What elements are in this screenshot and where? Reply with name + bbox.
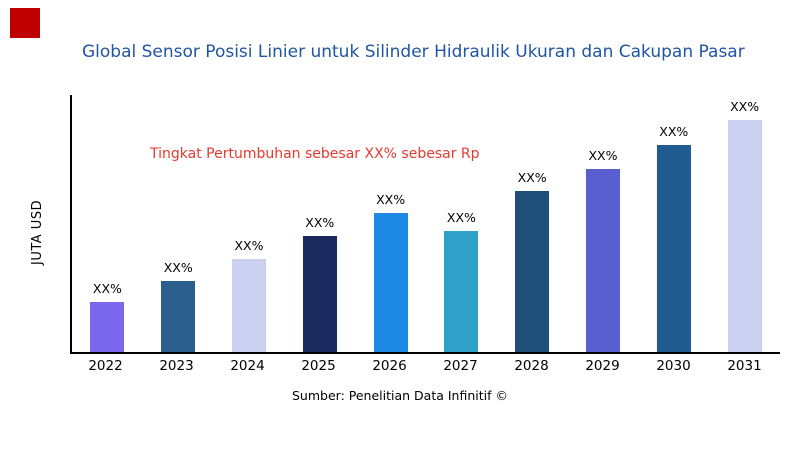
bar-value-label-2029: XX% [588, 148, 618, 163]
bar-2025 [302, 236, 337, 352]
bar-value-label-2024: XX% [234, 238, 264, 253]
bar-group-2022: XX% [72, 281, 143, 352]
brand-logo [10, 8, 40, 38]
x-tick-2022: 2022 [88, 358, 123, 374]
y-axis-label: JUTA USD [30, 199, 45, 265]
bar-value-label-2031: XX% [730, 99, 760, 114]
source-caption: Sumber: Penelitian Data Infinitif © [292, 388, 508, 403]
bar-value-label-2026: XX% [376, 192, 406, 207]
x-tick-2025: 2025 [301, 358, 336, 374]
bar-group-2024: XX% [214, 238, 285, 352]
bar-group-2023: XX% [143, 260, 214, 352]
bar-value-label-2022: XX% [92, 281, 122, 296]
page-title: Global Sensor Posisi Linier untuk Silind… [82, 42, 745, 62]
x-tick-2027: 2027 [443, 358, 478, 374]
bar-group-2025: XX% [284, 215, 355, 352]
bar-2023 [161, 281, 196, 352]
bar-value-label-2025: XX% [305, 215, 335, 230]
bar-group-2026: XX% [355, 192, 426, 352]
bar-2029 [585, 169, 620, 352]
plot-area: XX% XX% XX% XX% XX% XX% XX% XX% XX% XX% [70, 95, 780, 354]
bar-2031 [727, 120, 762, 352]
bar-2028 [515, 191, 550, 352]
bar-group-2030: XX% [638, 124, 709, 352]
bar-value-label-2023: XX% [163, 260, 193, 275]
x-tick-2028: 2028 [514, 358, 549, 374]
x-tick-2031: 2031 [727, 358, 762, 374]
bar-value-label-2030: XX% [659, 124, 689, 139]
x-tick-2024: 2024 [230, 358, 265, 374]
bar-value-label-2027: XX% [446, 210, 476, 225]
bar-group-2029: XX% [568, 148, 639, 352]
growth-annotation: Tingkat Pertumbuhan sebesar XX% sebesar … [150, 146, 480, 162]
bar-2024 [231, 259, 266, 352]
x-tick-2029: 2029 [585, 358, 620, 374]
bar-2027 [444, 231, 479, 352]
x-axis-ticks: 2022 2023 2024 2025 2026 2027 2028 2029 2030 2031 [70, 358, 780, 374]
bar-group-2027: XX% [426, 210, 497, 352]
bar-group-2028: XX% [497, 170, 568, 352]
x-tick-2023: 2023 [159, 358, 194, 374]
x-tick-2030: 2030 [656, 358, 691, 374]
bar-2030 [656, 145, 691, 352]
bar-value-label-2028: XX% [517, 170, 547, 185]
x-tick-2026: 2026 [372, 358, 407, 374]
bar-group-2031: XX% [709, 99, 780, 352]
bar-2022 [90, 302, 125, 352]
bar-2026 [373, 213, 408, 352]
